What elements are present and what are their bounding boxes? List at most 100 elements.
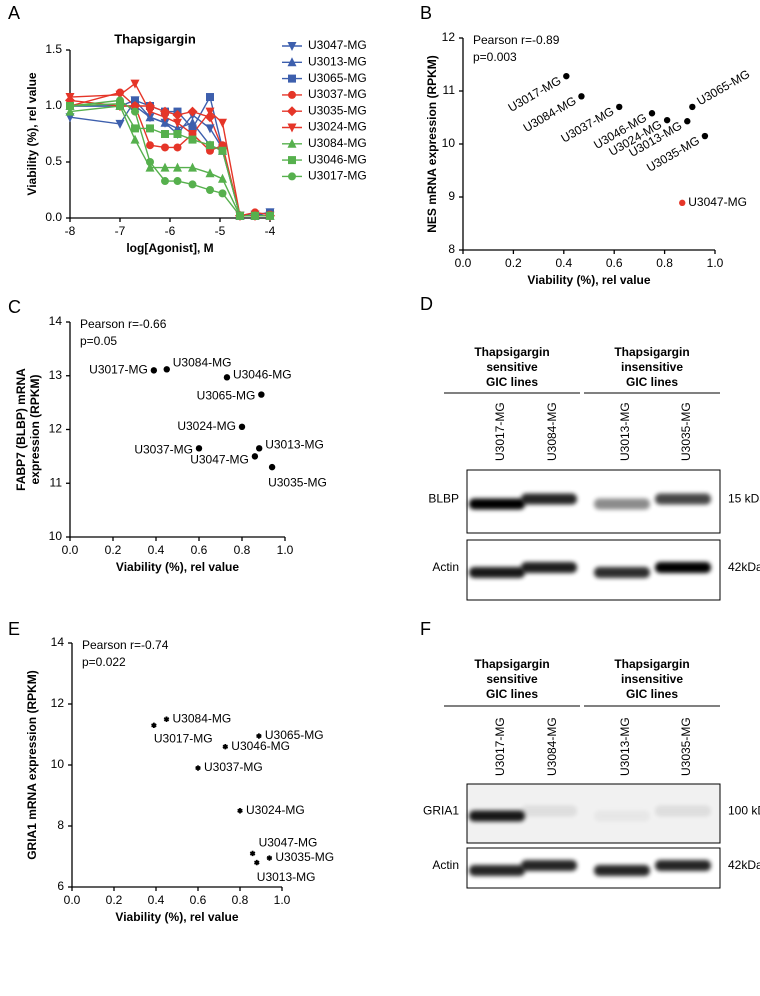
data-point xyxy=(146,141,154,150)
y-axis-label: GRIA1 mRNA expression (RPKM) xyxy=(25,670,39,860)
y-tick-label: 8 xyxy=(57,818,64,832)
point-label: U3084-MG xyxy=(173,355,232,369)
annotation: p=0.022 xyxy=(82,655,126,669)
data-point xyxy=(689,103,696,111)
panel-letter: F xyxy=(420,619,431,639)
annotation: p=0.003 xyxy=(473,50,517,64)
data-point xyxy=(115,119,125,129)
y-tick-label: 10 xyxy=(442,136,456,150)
data-point xyxy=(195,445,203,452)
band xyxy=(469,567,525,578)
data-point xyxy=(145,112,155,122)
data-point xyxy=(131,96,139,105)
data-point xyxy=(188,130,197,139)
x-tick-label: 0.0 xyxy=(455,256,472,270)
y-axis-label: FABP7 (BLBP) mRNA xyxy=(14,368,28,491)
legend-marker xyxy=(287,42,297,51)
y-tick-label: 0.5 xyxy=(45,154,62,168)
data-point xyxy=(188,135,197,144)
x-axis-label: Viability (%), rel value xyxy=(115,910,238,924)
data-point xyxy=(145,162,155,172)
data-point xyxy=(256,733,262,739)
data-point xyxy=(163,366,170,373)
y-tick-label: 1.0 xyxy=(45,98,62,112)
y-tick-label: 12 xyxy=(442,30,456,44)
group-title: GIC lines xyxy=(486,375,538,389)
point-label: U3047-MG xyxy=(688,195,747,209)
legend-label: U3013-MG xyxy=(308,54,367,68)
series-line xyxy=(70,95,271,217)
band xyxy=(521,860,577,871)
y-tick-label: 1.5 xyxy=(45,42,62,56)
group-title: Thapsigargin xyxy=(474,345,549,359)
x-tick-label: 0.6 xyxy=(606,256,623,270)
legend-label: U3024-MG xyxy=(308,120,367,134)
data-point xyxy=(172,109,183,120)
data-point xyxy=(237,808,243,814)
data-point xyxy=(131,107,139,116)
point-label: U3084-MG xyxy=(173,711,232,725)
point-label: U3047-MG xyxy=(259,836,318,850)
data-point xyxy=(218,189,227,198)
band xyxy=(594,498,650,510)
band xyxy=(521,562,577,573)
lane-label: U3035-MG xyxy=(679,402,693,461)
data-point xyxy=(173,118,182,128)
y-tick-label: 9 xyxy=(448,189,455,203)
data-point xyxy=(130,79,140,89)
lane-label: U3084-MG xyxy=(545,402,559,461)
series-line xyxy=(69,99,271,217)
point-label: U3037-MG xyxy=(204,760,263,774)
data-point xyxy=(161,143,169,152)
series-line xyxy=(69,99,270,217)
x-tick-label: 0.6 xyxy=(190,893,207,907)
data-point xyxy=(150,367,158,374)
series-line xyxy=(70,105,270,217)
legend-marker xyxy=(287,138,297,148)
band xyxy=(469,810,525,822)
x-tick-label: 0.2 xyxy=(105,543,122,557)
row-size: 42kDa xyxy=(728,560,760,574)
lane-label: U3013-MG xyxy=(618,717,632,776)
lane-label: U3084-MG xyxy=(545,717,559,776)
data-point xyxy=(251,453,259,460)
point-label: U3035-MG xyxy=(275,850,334,864)
x-tick-label: 0.4 xyxy=(148,893,165,907)
data-point xyxy=(218,173,227,183)
x-tick-label: -6 xyxy=(165,224,176,238)
x-tick-label: 0.0 xyxy=(62,543,79,557)
legend-marker xyxy=(287,106,297,117)
data-point xyxy=(173,143,182,152)
data-point xyxy=(268,463,276,471)
series-line xyxy=(69,105,270,217)
data-point xyxy=(205,168,215,178)
legend-marker xyxy=(288,172,296,181)
group-title: Thapsigargin xyxy=(614,657,689,671)
group-title: sensitive xyxy=(486,672,538,686)
data-point xyxy=(701,132,709,140)
legend-label: U3084-MG xyxy=(308,136,367,150)
band xyxy=(521,493,577,505)
point-label: U3017-MG xyxy=(154,732,213,746)
data-point xyxy=(249,850,256,857)
chart-title: Thapsigargin xyxy=(114,31,196,46)
y-tick-label: 12 xyxy=(51,696,65,710)
data-point xyxy=(160,113,170,123)
x-tick-label: 0.2 xyxy=(505,256,522,270)
band xyxy=(594,865,650,876)
data-point xyxy=(188,162,197,172)
band xyxy=(469,865,525,876)
row-name: Actin xyxy=(432,858,459,872)
lane-label: U3035-MG xyxy=(679,717,693,776)
panel-letter: B xyxy=(420,3,432,23)
data-point xyxy=(173,130,182,138)
data-point xyxy=(616,103,623,111)
point-label: U3065-MG xyxy=(197,389,256,403)
data-point xyxy=(151,722,157,729)
row-size: 15 kDa xyxy=(728,492,760,506)
row-name: Actin xyxy=(432,560,459,574)
y-axis-label: Viability (%), rel value xyxy=(25,72,39,195)
series-line xyxy=(69,99,270,217)
row-size: 42kDa xyxy=(728,858,760,872)
